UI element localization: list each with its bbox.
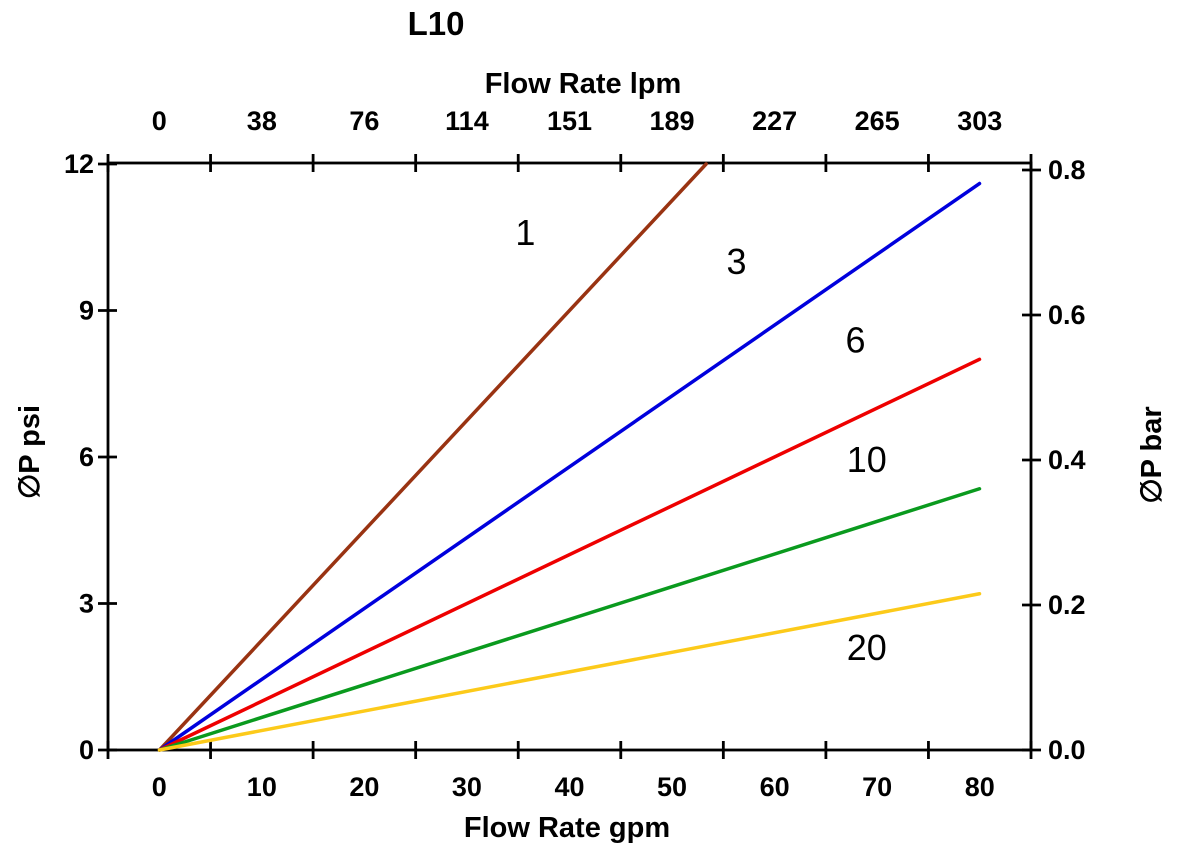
series-line-10	[157, 486, 982, 752]
curve-label-1: 1	[515, 212, 535, 253]
top-tick-label: 227	[752, 106, 797, 136]
series-line-1	[157, 162, 708, 752]
left-tick-label: 3	[79, 589, 94, 619]
top-tick-label: 189	[650, 106, 695, 136]
left-tick-label: 6	[79, 442, 94, 472]
right-tick-label: 0.0	[1048, 735, 1086, 765]
top-tick-label: 265	[855, 106, 900, 136]
curve-label-3: 3	[727, 241, 747, 282]
left-tick-label: 9	[79, 296, 94, 326]
right-tick-label: 0.8	[1048, 155, 1086, 185]
top-tick-label: 0	[152, 106, 167, 136]
top-tick-label: 38	[247, 106, 277, 136]
bottom-tick-label: 20	[349, 772, 379, 802]
bottom-tick-label: 0	[152, 772, 167, 802]
left-tick-label: 0	[79, 735, 94, 765]
curve-label-10: 10	[847, 439, 887, 480]
curve-label-6: 6	[845, 319, 865, 360]
bottom-tick-label: 60	[760, 772, 790, 802]
right-tick-label: 0.4	[1048, 445, 1086, 475]
bottom-tick-label: 10	[247, 772, 277, 802]
top-tick-label: 303	[957, 106, 1002, 136]
top-tick-label: 114	[445, 106, 489, 136]
bottom-tick-label: 70	[862, 772, 892, 802]
bottom-tick-label: 30	[452, 772, 482, 802]
bottom-tick-label: 40	[554, 772, 584, 802]
series-line-3	[157, 181, 982, 752]
left-tick-label: 12	[64, 149, 94, 179]
series-line-20	[157, 591, 982, 752]
bottom-axis-title: Flow Rate gpm	[463, 812, 671, 844]
bottom-tick-label: 80	[965, 772, 995, 802]
right-tick-label: 0.6	[1048, 300, 1086, 330]
right-tick-label: 0.2	[1048, 590, 1086, 620]
top-axis-title: Flow Rate lpm	[484, 68, 682, 100]
top-tick-label: 151	[547, 106, 592, 136]
chart-title: L10	[407, 5, 465, 42]
top-tick-label: 76	[349, 106, 379, 136]
bottom-tick-label: 50	[657, 772, 687, 802]
series-line-6	[157, 357, 982, 752]
plot-border	[106, 161, 1033, 752]
curve-label-20: 20	[847, 627, 887, 668]
